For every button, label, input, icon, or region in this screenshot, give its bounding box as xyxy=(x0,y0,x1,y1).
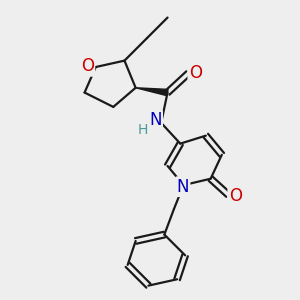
Text: O: O xyxy=(189,64,202,82)
Text: O: O xyxy=(229,187,242,205)
Polygon shape xyxy=(136,88,168,96)
Text: H: H xyxy=(138,123,148,137)
Text: N: N xyxy=(149,111,162,129)
Text: O: O xyxy=(81,57,94,75)
Text: N: N xyxy=(177,178,189,196)
